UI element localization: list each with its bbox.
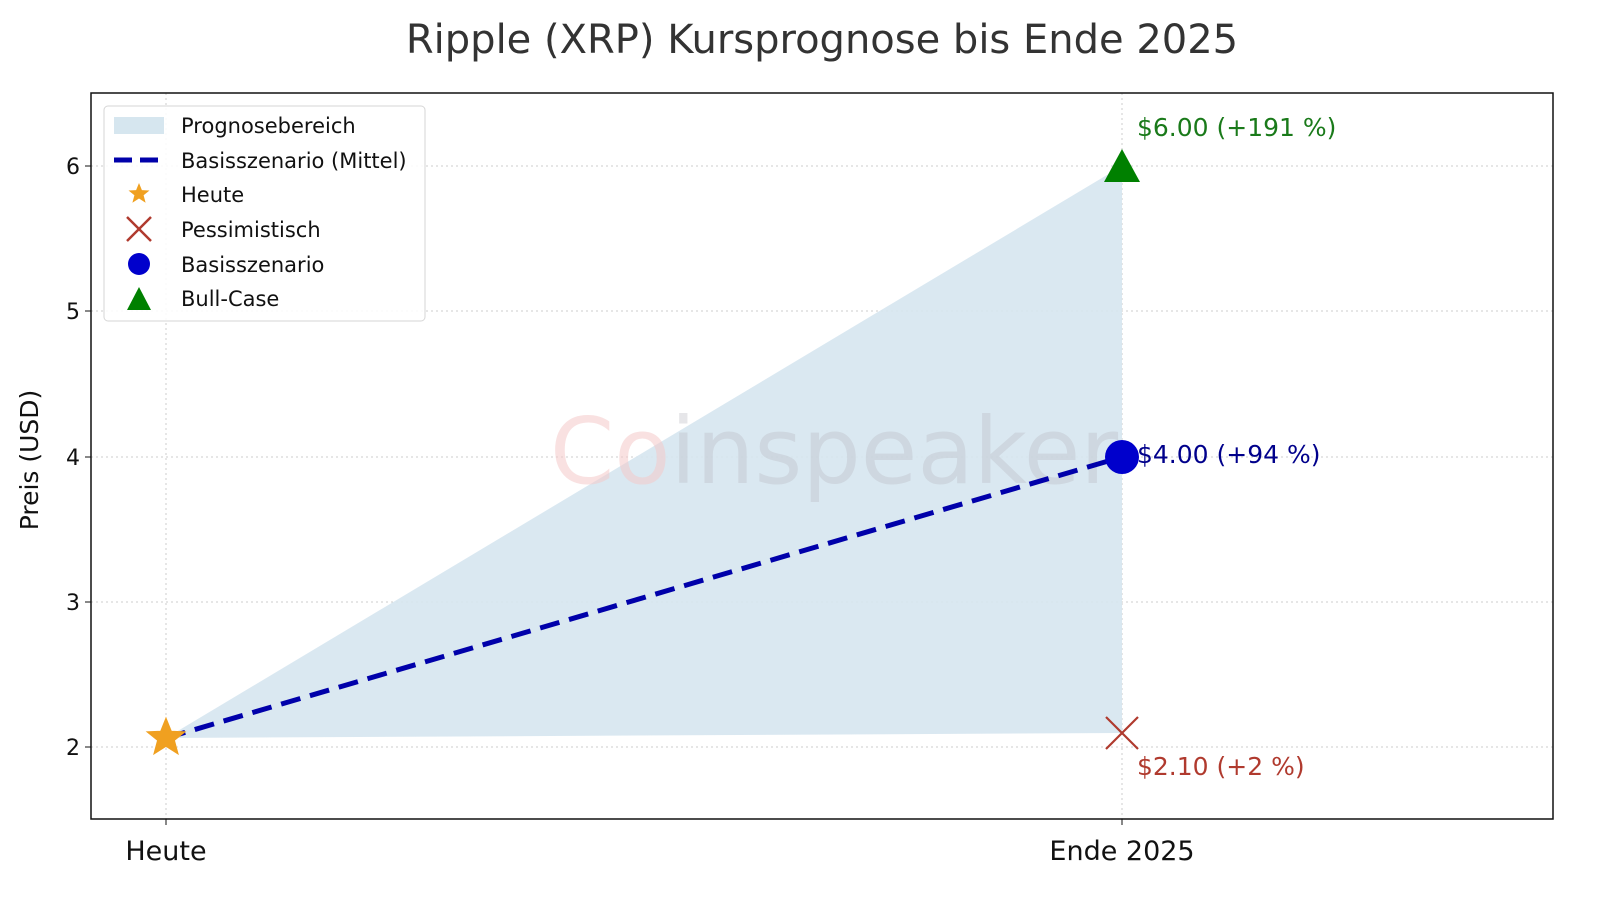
legend-label: Bull-Case: [181, 287, 279, 311]
x-axis: Heute Ende 2025: [125, 819, 1195, 867]
watermark-prefix: Co: [550, 398, 671, 505]
base-scenario-line: [165, 454, 1123, 741]
shaded-area-icon: [114, 117, 164, 134]
legend-label: Heute: [181, 183, 244, 207]
legend: Prognosebereich Basisszenario (Mittel) H…: [103, 105, 426, 322]
x-icon: [126, 216, 152, 242]
y-tick-2: 2: [66, 736, 80, 761]
axes-frame: [90, 92, 1554, 820]
annotation-base: $4.00 (+94 %): [1137, 440, 1320, 469]
triangle-marker-icon: [1104, 149, 1140, 182]
legend-item-bull-case: Bull-Case: [127, 287, 279, 311]
annotation-pessimistic: $2.10 (+2 %): [1137, 752, 1305, 781]
legend-label: Pessimistisch: [181, 218, 321, 242]
legend-item-pessimistisch: Pessimistisch: [126, 216, 321, 242]
star-icon: [145, 716, 187, 756]
y-tick-3: 3: [66, 591, 80, 616]
legend-label: Basisszenario (Mittel): [181, 149, 407, 173]
star-icon: [128, 183, 150, 203]
legend-item-heute: Heute: [128, 183, 244, 207]
legend-label: Basisszenario: [181, 253, 324, 277]
x-tick-heute: Heute: [125, 836, 206, 867]
y-axis: 6 5 4 3 2: [66, 155, 91, 761]
annotation-bull: $6.00 (+191 %): [1137, 113, 1336, 142]
y-tick-6: 6: [66, 155, 80, 180]
circle-icon: [128, 253, 150, 275]
x-tick-ende-2025: Ende 2025: [1049, 836, 1194, 867]
y-axis-label: Preis (USD): [15, 390, 44, 531]
legend-item-prognosebereich: Prognosebereich: [114, 114, 356, 138]
watermark-rest: inspeaker: [671, 398, 1119, 505]
triangle-icon: [127, 287, 151, 310]
legend-item-basisszenario-mittel: Basisszenario (Mittel): [114, 149, 407, 173]
watermark: Coinspeaker: [550, 398, 1118, 505]
y-tick-5: 5: [66, 300, 80, 325]
legend-box: [103, 105, 426, 322]
forecast-band: [166, 166, 1122, 738]
legend-item-basisszenario: Basisszenario: [128, 253, 324, 277]
x-marker-icon: [1105, 716, 1139, 750]
chart-title: Ripple (XRP) Kursprognose bis Ende 2025: [406, 17, 1238, 63]
circle-marker-icon: [1105, 440, 1139, 474]
y-tick-4: 4: [66, 446, 80, 471]
legend-label: Prognosebereich: [181, 114, 356, 138]
